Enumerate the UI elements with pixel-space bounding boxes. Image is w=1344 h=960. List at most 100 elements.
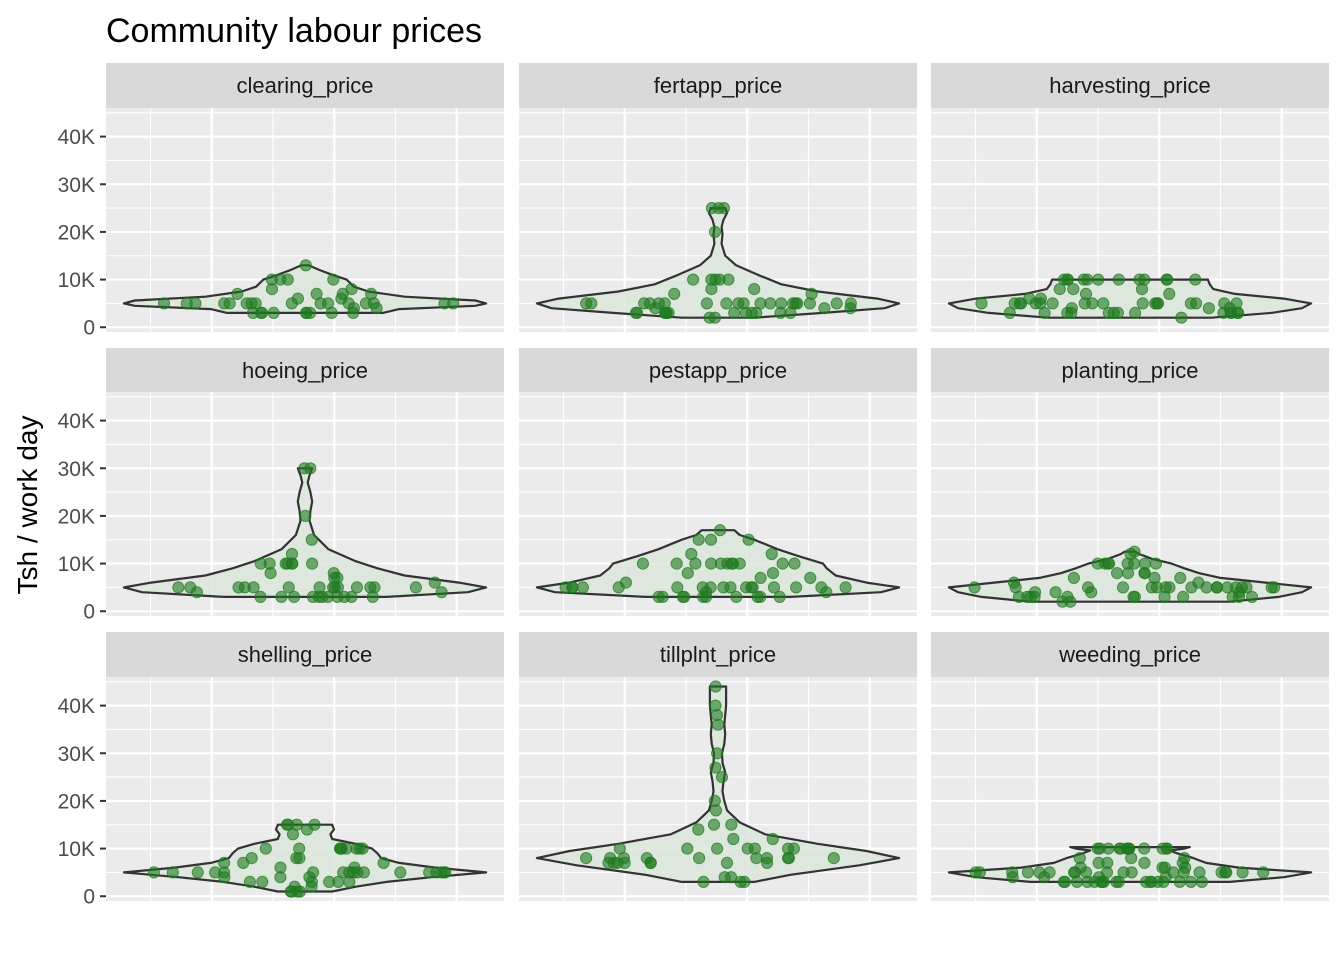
data-point bbox=[428, 576, 441, 589]
data-point bbox=[1173, 875, 1186, 889]
data-point bbox=[157, 297, 171, 310]
data-point bbox=[435, 586, 448, 599]
data-point bbox=[247, 581, 260, 594]
data-point bbox=[1257, 866, 1270, 879]
data-point bbox=[298, 462, 311, 475]
strip-label-hoeing-price: hoeing_price bbox=[242, 358, 368, 383]
data-point bbox=[370, 302, 383, 315]
data-point bbox=[559, 581, 572, 594]
data-point bbox=[767, 581, 781, 594]
data-point bbox=[1006, 871, 1019, 884]
data-point bbox=[1175, 311, 1188, 324]
data-point bbox=[1174, 571, 1187, 585]
data-point bbox=[1038, 306, 1051, 319]
data-point bbox=[693, 852, 706, 865]
data-point bbox=[839, 581, 852, 594]
facet-pestapp-price: pestapp_price bbox=[519, 348, 932, 616]
data-point bbox=[240, 297, 253, 310]
y-tick-label: 10K bbox=[58, 269, 95, 292]
data-point bbox=[700, 297, 714, 310]
data-point bbox=[1152, 297, 1165, 310]
data-point bbox=[827, 852, 840, 865]
data-point bbox=[1223, 302, 1236, 315]
strip-label-pestapp-price: pestapp_price bbox=[649, 358, 787, 383]
facet-hoeing-price: hoeing_price 0 10K 20K 30K 40K bbox=[58, 348, 519, 624]
data-point bbox=[730, 590, 743, 604]
data-point bbox=[720, 856, 734, 870]
data-point bbox=[1070, 875, 1084, 889]
data-point bbox=[671, 581, 684, 594]
data-point bbox=[714, 557, 728, 570]
data-point bbox=[678, 590, 691, 604]
y-tick-label: 30K bbox=[58, 458, 95, 481]
data-point bbox=[343, 875, 356, 889]
data-point bbox=[1116, 581, 1130, 594]
data-point bbox=[409, 581, 422, 594]
data-point bbox=[1065, 302, 1078, 315]
facet-planting-price: planting_price bbox=[931, 348, 1344, 616]
data-point bbox=[704, 533, 718, 546]
data-point bbox=[728, 306, 741, 319]
strip-background bbox=[106, 348, 504, 393]
data-point bbox=[243, 875, 256, 889]
data-point bbox=[754, 571, 767, 585]
data-point bbox=[745, 581, 758, 594]
data-point bbox=[223, 297, 236, 310]
data-point bbox=[1029, 586, 1042, 599]
data-point bbox=[1161, 273, 1174, 286]
data-point bbox=[255, 306, 269, 319]
data-point bbox=[274, 273, 287, 286]
strip-background bbox=[931, 632, 1329, 677]
data-point bbox=[613, 842, 626, 855]
data-point bbox=[636, 557, 650, 570]
data-point bbox=[334, 842, 347, 855]
data-point bbox=[697, 875, 710, 889]
data-point bbox=[1184, 297, 1198, 310]
data-point bbox=[968, 581, 981, 594]
data-point bbox=[818, 302, 831, 315]
data-point bbox=[1046, 297, 1059, 310]
data-point bbox=[751, 590, 764, 604]
y-tick-label: 30K bbox=[58, 174, 95, 197]
data-point bbox=[275, 590, 288, 604]
data-point bbox=[323, 875, 336, 889]
data-point bbox=[804, 571, 817, 585]
data-point bbox=[1111, 567, 1124, 580]
strip-label-planting-price: planting_price bbox=[1062, 358, 1199, 383]
y-tick-label: 20K bbox=[58, 505, 95, 528]
data-point bbox=[1081, 273, 1094, 286]
data-point bbox=[166, 866, 179, 879]
data-point bbox=[638, 297, 651, 310]
data-point bbox=[293, 842, 306, 855]
data-point bbox=[580, 852, 593, 865]
data-point bbox=[1136, 297, 1149, 310]
data-point bbox=[741, 842, 754, 855]
data-point bbox=[782, 842, 795, 855]
data-point bbox=[714, 524, 727, 537]
strip-background bbox=[519, 348, 917, 393]
data-point bbox=[1144, 875, 1157, 889]
data-point bbox=[321, 590, 334, 604]
strip-background bbox=[931, 348, 1329, 393]
data-point bbox=[1220, 866, 1233, 879]
data-point bbox=[147, 866, 160, 879]
data-point bbox=[306, 590, 319, 604]
data-point bbox=[1233, 586, 1246, 599]
data-point bbox=[282, 581, 295, 594]
data-point bbox=[1021, 866, 1035, 879]
data-point bbox=[256, 875, 269, 889]
data-point bbox=[338, 590, 351, 604]
data-point bbox=[656, 590, 669, 604]
data-point bbox=[1061, 273, 1074, 286]
data-point bbox=[1268, 581, 1281, 594]
data-point bbox=[1110, 875, 1123, 889]
data-point bbox=[1067, 283, 1080, 296]
data-point bbox=[231, 287, 244, 300]
data-point bbox=[1149, 557, 1163, 570]
data-point bbox=[766, 832, 779, 846]
y-tick-label: 0 bbox=[83, 886, 95, 909]
data-point bbox=[1245, 590, 1259, 604]
data-point bbox=[291, 885, 304, 898]
